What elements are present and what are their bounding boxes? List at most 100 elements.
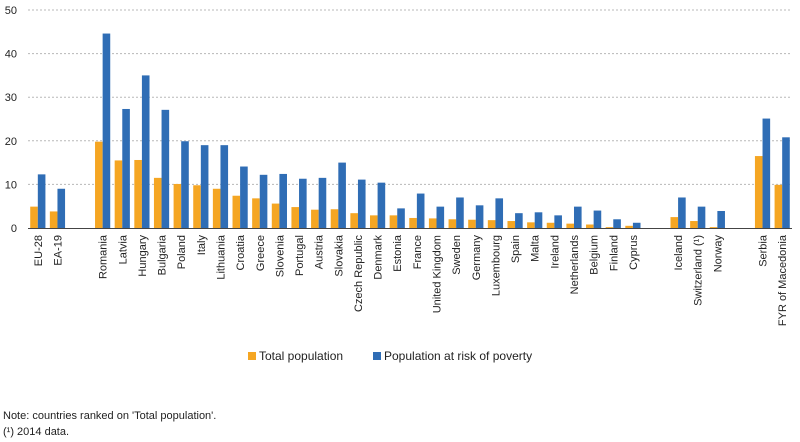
bar-at-risk-of-poverty [475,205,484,228]
x-tick-label: France [412,235,424,269]
bar-at-risk-of-poverty [515,213,523,228]
gridlines [28,9,792,185]
bar-total-population [173,183,182,228]
bar-at-risk-of-poverty [456,197,464,228]
bar-total-population [95,141,103,228]
x-tick-label: Lithuania [215,234,227,280]
bar-total-population [193,185,201,228]
bar-total-population [428,218,437,228]
bar-at-risk-of-poverty [141,75,150,229]
x-tick-label: United Kingdom [432,235,444,313]
bar-total-population [774,184,783,228]
bar-total-population [468,219,476,228]
x-tick-label: Greece [255,235,267,271]
bar-at-risk-of-poverty [782,137,790,228]
bar-at-risk-of-poverty [534,212,543,228]
bars [30,33,790,229]
x-tick-label: Germany [471,235,483,281]
x-tick-label: Sweden [451,235,463,275]
legend: Total population Population at risk of po… [248,349,532,363]
bar-at-risk-of-poverty [678,197,686,228]
x-tick-label: Estonia [392,234,404,272]
bar-total-population [448,219,457,228]
x-axis: EU-28 EA-19 Romania Latvia Hungary Bulgaria Po… [28,228,792,326]
y-tick-label: 20 [5,136,17,148]
x-tick-label: EU-28 [33,235,45,266]
legend-label: Total population [259,349,343,363]
x-tick-label: Netherlands [569,235,581,295]
bar-total-population [369,215,378,228]
bar-total-population [30,206,38,228]
x-tick-label: Bulgaria [157,234,169,275]
legend-swatch [248,352,256,360]
bar-total-population [709,227,718,228]
bar-at-risk-of-poverty [299,178,307,228]
x-tick-label: Luxembourg [490,235,502,296]
bar-total-population [566,223,574,228]
bar-at-risk-of-poverty [397,208,405,228]
bar-at-risk-of-poverty [181,141,189,228]
bar-total-population [49,211,58,228]
bar-at-risk-of-poverty [161,109,170,228]
x-tick-label: Serbia [758,234,770,267]
bar-total-population [311,209,319,228]
bar-total-population [670,217,679,228]
bar-at-risk-of-poverty [102,33,111,228]
x-tick-label: Belgium [589,235,601,275]
bar-total-population [330,209,339,228]
bar-total-population [134,159,142,228]
x-tick-label: FYR of Macedonia [777,234,789,326]
legend-swatch [373,352,381,360]
x-tick-label: Cyprus [628,235,640,270]
bar-at-risk-of-poverty [554,215,562,228]
bar-at-risk-of-poverty [697,206,706,228]
x-tick-label: Finland [608,235,620,271]
x-tick-label: Ireland [549,235,561,269]
bar-at-risk-of-poverty [613,219,621,228]
bar-total-population [212,188,221,228]
note-ranking: Note: countries ranked on 'Total populat… [3,410,217,422]
x-tick-label: Portugal [294,235,306,276]
bar-at-risk-of-poverty [357,179,366,228]
y-tick-label: 40 [5,49,17,61]
bar-at-risk-of-poverty [220,145,229,228]
x-tick-label: Malta [530,234,542,262]
bar-at-risk-of-poverty [200,145,209,228]
bar-at-risk-of-poverty [632,222,641,228]
y-tick-label: 10 [5,179,17,191]
x-tick-label: EA-19 [52,235,64,266]
y-tick-label: 50 [5,5,17,17]
x-tick-label: Italy [196,235,208,256]
x-tick-label: Slovenia [274,234,286,277]
bar-total-population [754,156,763,228]
bar-total-population [389,215,398,228]
bar-at-risk-of-poverty [377,182,386,228]
bar-at-risk-of-poverty [37,174,46,228]
bar-total-population [291,207,300,228]
bar-total-population [252,198,260,228]
x-tick-label: Norway [712,235,724,273]
x-tick-label: Poland [176,235,188,269]
x-tick-label: Austria [314,234,326,269]
bar-at-risk-of-poverty [122,108,130,228]
x-tick-label: Croatia [235,234,247,270]
bar-at-risk-of-poverty [259,174,268,228]
x-tick-label: Czech Republic [353,235,365,313]
x-tick-label: Latvia [117,234,129,264]
bar-total-population [605,227,614,228]
bar-at-risk-of-poverty [573,206,582,228]
y-tick-label: 0 [11,223,17,235]
y-tick-label: 30 [5,92,17,104]
bar-at-risk-of-poverty [338,162,346,228]
bar-total-population [350,213,358,228]
bar-total-population [625,225,633,228]
bar-total-population [153,177,162,228]
bar-total-population [114,160,123,228]
bar-total-population [487,220,496,228]
x-tick-label: Iceland [673,235,685,270]
bar-at-risk-of-poverty [57,188,66,228]
bar-at-risk-of-poverty [717,210,725,228]
bar-total-population [546,222,555,228]
x-tick-label: Spain [510,235,522,263]
